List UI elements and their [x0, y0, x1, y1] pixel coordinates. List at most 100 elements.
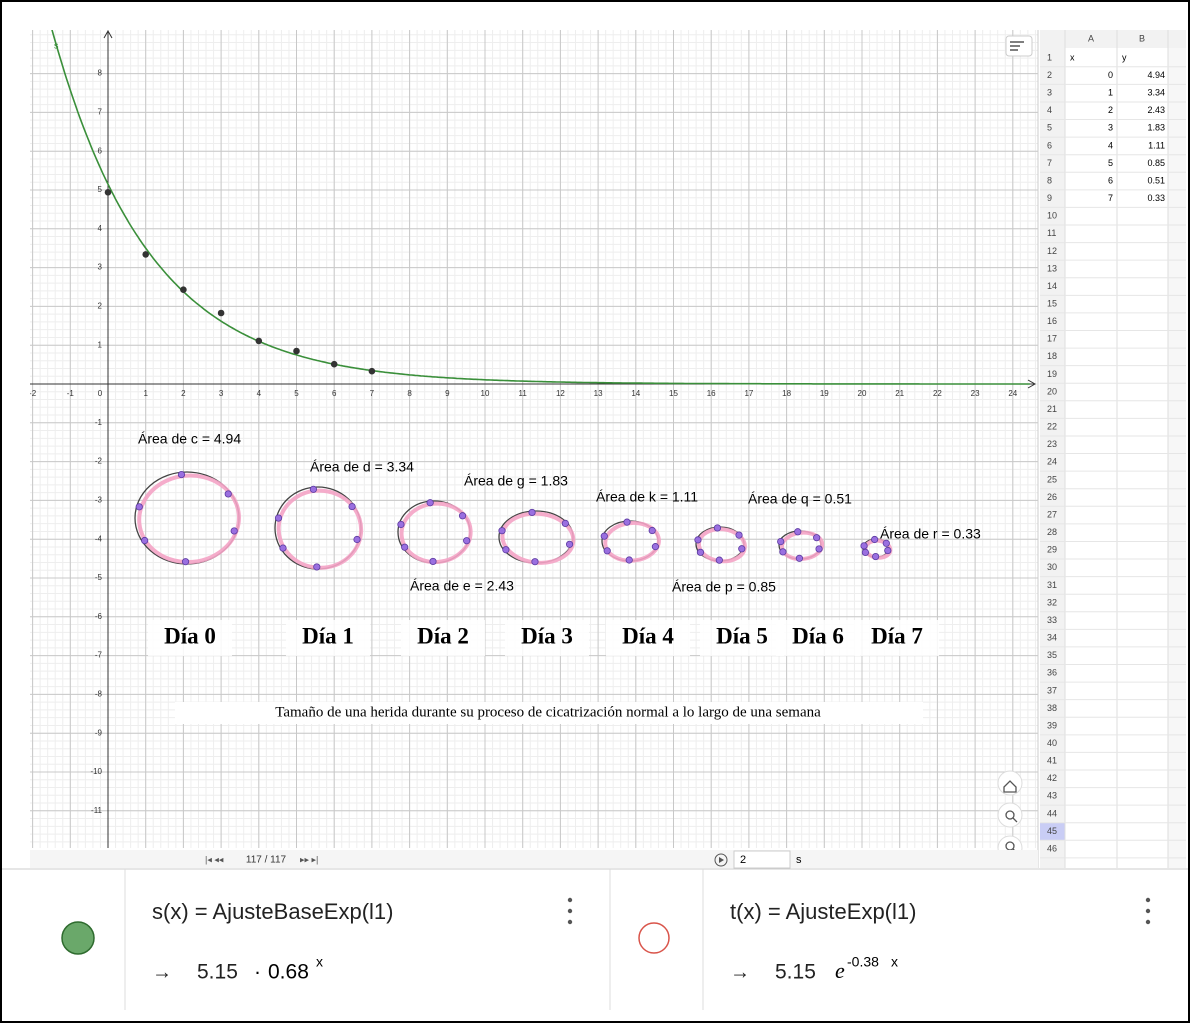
y-tick-label: -4 [95, 534, 103, 543]
x-tick-label: 19 [820, 389, 829, 398]
row-number: 1 [1047, 52, 1052, 62]
trace-vertex [697, 549, 703, 555]
y-tick-label: 1 [98, 340, 103, 349]
x-tick-label: 0 [98, 389, 103, 398]
cell: 5 [1108, 158, 1113, 168]
row-number: 20 [1047, 386, 1057, 396]
playback-controls: |◂ ◂◂ [205, 854, 224, 864]
day-label: Día 1 [302, 623, 354, 648]
x-tick-label: 8 [407, 389, 412, 398]
x-tick-label: 20 [858, 389, 867, 398]
row-number: 28 [1047, 527, 1057, 537]
x-tick-label: 13 [594, 389, 603, 398]
row-number: 6 [1047, 140, 1052, 150]
row-number: 19 [1047, 369, 1057, 379]
trace-vertex [314, 564, 320, 570]
row-number: 25 [1047, 474, 1057, 484]
menu-dot[interactable] [1146, 898, 1150, 902]
cell: 0.85 [1147, 158, 1165, 168]
y-tick-label: 4 [98, 224, 103, 233]
cell: 0 [1108, 70, 1113, 80]
row-number: 5 [1047, 123, 1052, 133]
row-number: 10 [1047, 211, 1057, 221]
row-number: 15 [1047, 298, 1057, 308]
row-number: 21 [1047, 404, 1057, 414]
data-point [369, 368, 376, 375]
trace-vertex [695, 537, 701, 543]
row-number: 12 [1047, 246, 1057, 256]
menu-dot[interactable] [1146, 920, 1150, 924]
trace-vertex [780, 549, 786, 555]
cell: 3.34 [1147, 88, 1165, 98]
cell: 4 [1108, 140, 1113, 150]
row-number: 2 [1047, 70, 1052, 80]
result-rate: -0.38 [847, 954, 879, 970]
x-tick-label: 16 [707, 389, 716, 398]
row-number: 9 [1047, 193, 1052, 203]
trace-vertex [871, 536, 877, 542]
y-tick-label: -9 [95, 728, 103, 737]
trace-vertex [796, 555, 802, 561]
trace-vertex [398, 521, 404, 527]
col-header-bg [1040, 30, 1186, 48]
result-exp: x [316, 954, 323, 970]
row-number: 37 [1047, 685, 1057, 695]
x-tick-label: 9 [445, 389, 450, 398]
data-point [255, 338, 262, 345]
data-point [142, 251, 149, 258]
trace-vertex [885, 547, 891, 553]
trace-vertex [736, 532, 742, 538]
cell: 1.11 [1148, 140, 1165, 150]
result-coef: 5.15 [197, 961, 238, 984]
day-label: Día 5 [716, 623, 768, 648]
y-tick-label: -7 [95, 651, 103, 660]
row-number: 14 [1047, 281, 1057, 291]
y-tick-label: -10 [90, 767, 102, 776]
cell: 6 [1108, 175, 1113, 185]
x-tick-label: 22 [933, 389, 942, 398]
x-tick-label: 7 [370, 389, 375, 398]
row-number: 26 [1047, 492, 1057, 502]
row-number: 7 [1047, 158, 1052, 168]
y-tick-label: -3 [95, 496, 103, 505]
trace-vertex [231, 528, 237, 534]
row-number: 3 [1047, 88, 1052, 98]
view-button[interactable] [998, 803, 1022, 827]
data-point [105, 189, 112, 196]
y-tick-label: -5 [95, 573, 103, 582]
visibility-toggle[interactable] [639, 923, 669, 953]
x-tick-label: 12 [556, 389, 565, 398]
menu-dot[interactable] [568, 920, 572, 924]
row-number: 16 [1047, 316, 1057, 326]
definition: s(x) = AjusteBaseExp(l1) [152, 899, 393, 924]
trace-vertex [601, 533, 607, 539]
x-tick-label: 4 [257, 389, 262, 398]
day-label: Día 2 [417, 623, 469, 648]
x-tick-label: 14 [631, 389, 640, 398]
menu-dot[interactable] [568, 898, 572, 902]
x-tick-label: 23 [971, 389, 980, 398]
y-tick-label: 3 [98, 263, 103, 272]
row-number: 8 [1047, 175, 1052, 185]
row-number: 45 [1047, 826, 1057, 836]
row-number: 31 [1047, 580, 1057, 590]
trace-vertex [182, 558, 188, 564]
trace-vertex [430, 558, 436, 564]
visibility-toggle[interactable] [62, 922, 94, 954]
row-number: 22 [1047, 422, 1057, 432]
x-tick-label: 24 [1008, 389, 1017, 398]
trace-vertex [141, 537, 147, 543]
menu-dot[interactable] [568, 909, 572, 913]
y-tick-label: -8 [95, 690, 103, 699]
menu-dot[interactable] [1146, 909, 1150, 913]
cell: 4.94 [1147, 70, 1165, 80]
area-label: Área de e = 2.43 [410, 578, 514, 594]
sheet-gray [1168, 48, 1186, 868]
trace-vertex [604, 548, 610, 554]
data-point [293, 348, 300, 355]
x-tick-label: 5 [294, 389, 299, 398]
row-number: 23 [1047, 439, 1057, 449]
col-header: B [1139, 33, 1145, 43]
trace-vertex [624, 519, 630, 525]
row-number: 41 [1047, 756, 1057, 766]
